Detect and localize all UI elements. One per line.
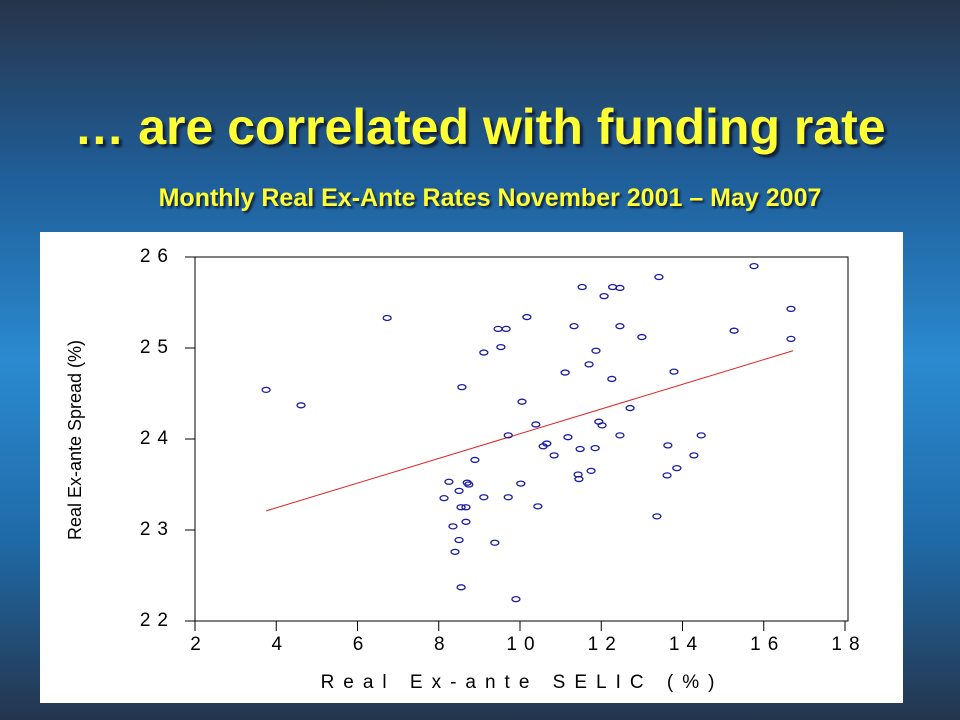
scatter-point — [456, 584, 466, 591]
scatter-point — [461, 504, 471, 511]
scatter-point — [382, 314, 392, 322]
y-tick-label: 25 — [140, 337, 175, 358]
scatter-point — [590, 444, 600, 452]
scatter-point — [503, 494, 513, 501]
scatter-point — [503, 432, 513, 439]
scatter-point — [615, 432, 625, 439]
scatter-point — [461, 518, 471, 525]
slide-title: … are correlated with funding rate — [74, 99, 886, 155]
scatter-point — [599, 292, 609, 300]
x-tick-label: 18 — [831, 634, 866, 655]
x-tick-label: 2 — [190, 634, 208, 655]
scatter-point — [479, 494, 489, 501]
scatter-point — [261, 386, 271, 394]
x-tick-label: 16 — [750, 634, 785, 655]
scatter-point — [522, 313, 532, 321]
y-axis-label: Real Ex-ante Spread (%) — [65, 340, 85, 540]
scatter-point — [296, 402, 306, 409]
scatter-point — [516, 480, 526, 487]
scatter-point — [584, 361, 594, 368]
scatter-point — [439, 494, 449, 502]
scatter-point — [575, 445, 585, 453]
scatter-point — [450, 548, 460, 555]
x-axis-label: Real Ex-ante SELIC (%) — [321, 672, 724, 693]
scatter-point — [569, 323, 579, 330]
scatter-point — [652, 513, 662, 520]
scatter-point — [615, 323, 625, 330]
x-tick-label: 14 — [669, 634, 704, 655]
scatter-point — [511, 596, 521, 603]
scatter-point — [490, 539, 500, 546]
scatter-point — [574, 475, 584, 483]
scatter-point — [663, 442, 673, 449]
scatter-point — [542, 440, 552, 447]
scatter-point — [496, 343, 506, 351]
scatter-point — [786, 305, 796, 313]
scatter-point — [464, 481, 474, 488]
y-tick-label: 23 — [140, 519, 175, 540]
scatter-point — [669, 368, 679, 375]
scatter-point — [577, 283, 587, 291]
scatter-point — [689, 452, 699, 459]
chart-panel — [40, 232, 903, 703]
scatter-point — [531, 421, 541, 428]
scatter-point — [696, 432, 706, 439]
scatter-point — [786, 335, 796, 343]
scatter-point — [654, 273, 664, 281]
scatter-point — [749, 262, 759, 270]
scatter-point — [625, 404, 635, 412]
scatter-point — [549, 452, 559, 459]
scatter-point — [591, 347, 601, 354]
scatter-point — [479, 349, 489, 356]
scatter-point — [454, 536, 464, 544]
y-tick-label: 26 — [140, 246, 175, 267]
scatter-point — [615, 284, 625, 292]
x-tick-label: 12 — [588, 634, 623, 655]
scatter-point — [448, 523, 458, 530]
y-tick-label: 24 — [140, 428, 175, 449]
scatter-point — [470, 456, 480, 464]
scatter-point — [597, 422, 607, 429]
scatter-point — [457, 383, 467, 391]
scatter-point — [607, 375, 617, 383]
slide-subtitle: Monthly Real Ex-Ante Rates November 2001… — [158, 184, 822, 212]
y-tick-label: 22 — [140, 610, 175, 631]
scatter-point — [456, 504, 466, 511]
x-tick-label: 4 — [271, 634, 289, 655]
x-tick-label: 6 — [353, 634, 371, 655]
scatter-point — [454, 487, 464, 495]
scatter-point — [501, 325, 511, 333]
scatter-point — [560, 369, 570, 376]
scatter-point — [637, 333, 647, 341]
scatter-point — [444, 478, 454, 485]
scatter-point — [533, 503, 543, 510]
scatter-point — [662, 472, 672, 479]
scatter-point — [517, 398, 527, 405]
scatter-point — [586, 467, 596, 475]
x-tick-label: 8 — [434, 634, 452, 655]
scatter-point — [563, 434, 573, 441]
scatter-point — [729, 327, 739, 334]
fit-line — [265, 350, 794, 512]
x-tick-label: 10 — [506, 634, 541, 655]
scatter-point — [672, 464, 682, 472]
